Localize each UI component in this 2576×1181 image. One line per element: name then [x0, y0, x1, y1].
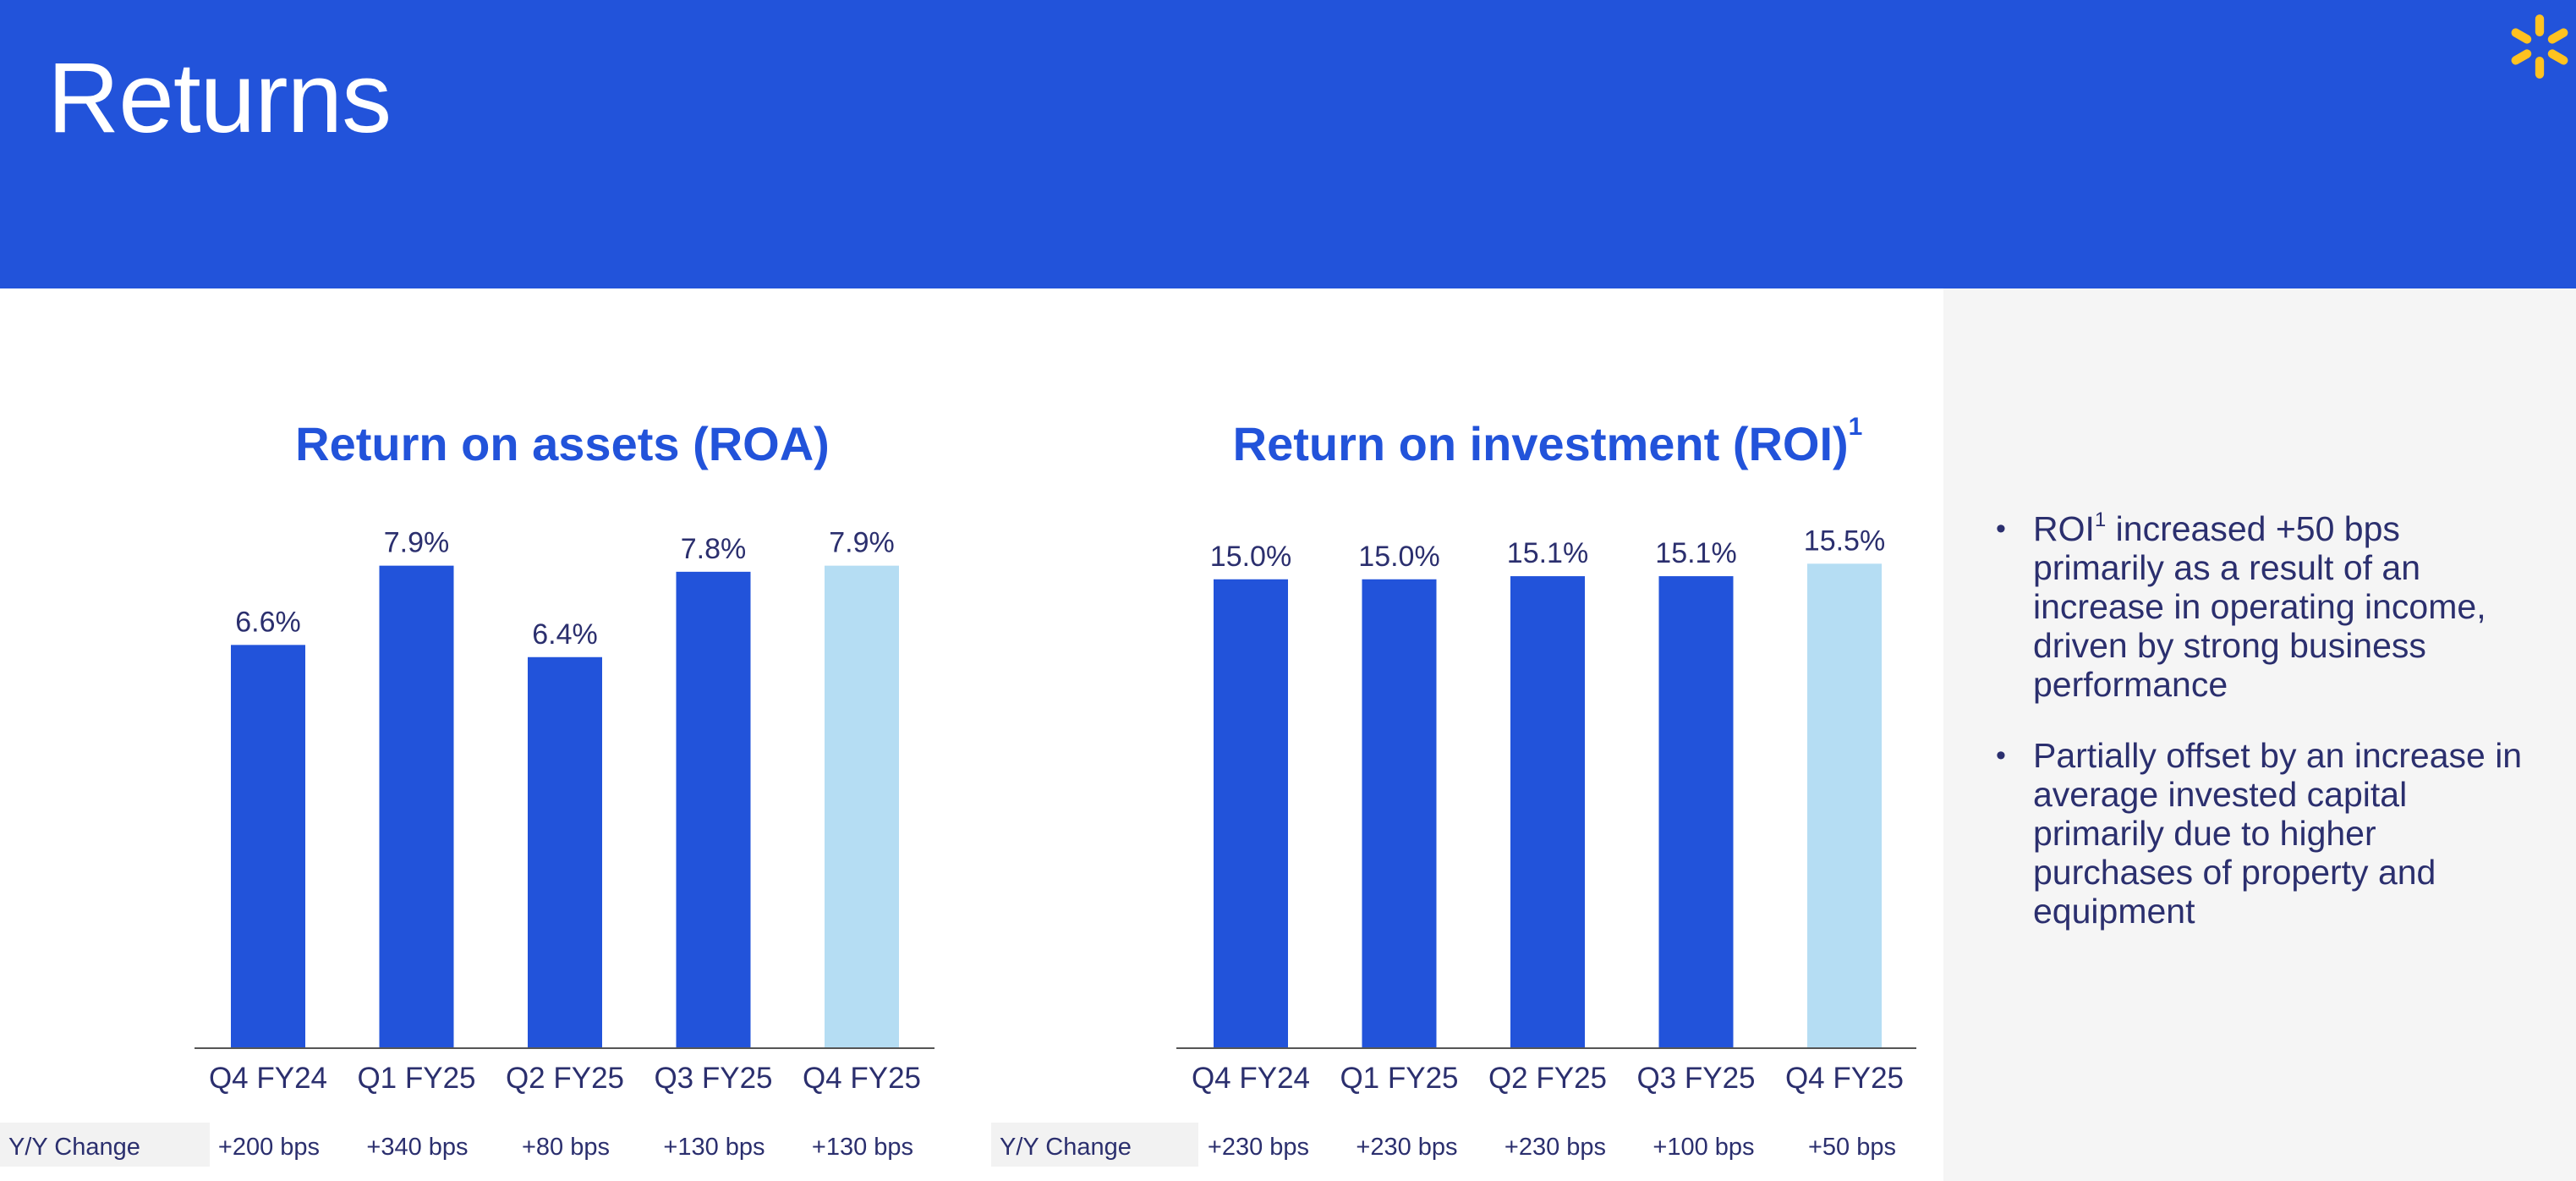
bullet-2-text: Partially offset by an increase in avera…	[2033, 736, 2523, 931]
roi-bar-2	[1362, 579, 1437, 1047]
roa-bar-5	[825, 565, 899, 1047]
bullet-1-prefix: ROI	[2033, 509, 2095, 548]
roi-bar-4	[1658, 576, 1734, 1047]
roa-yoy-change-3: +80 bps	[522, 1134, 610, 1161]
roa-tick-label-1: Q4 FY24	[209, 1062, 327, 1095]
roi-yoy-change-1: +230 bps	[1208, 1134, 1309, 1161]
roa-bar-1	[231, 645, 305, 1047]
roi-value-label-4: 15.1%	[1655, 537, 1736, 569]
commentary-bullet-2: Partially offset by an increase in avera…	[1996, 736, 2537, 931]
roi-value-label-5: 15.5%	[1804, 525, 1885, 557]
roa-tick-label-3: Q2 FY25	[506, 1062, 624, 1095]
roi-yoy-label-box	[991, 1123, 1198, 1167]
roi-value-label-1: 15.0%	[1210, 541, 1291, 573]
roa-yoy-change-4: +130 bps	[663, 1134, 765, 1161]
roi-bar-1	[1214, 579, 1288, 1047]
roi-yoy-change-3: +230 bps	[1504, 1134, 1606, 1161]
header-banner: Returns	[0, 0, 2576, 288]
roa-chart: 6.6% Q4 FY24 +200 bps 7.9% Q1 FY25 +340 bps 6.…	[0, 527, 934, 1167]
roi-title-footnote: 1	[1848, 413, 1863, 441]
roi-tick-label-2: Q1 FY25	[1340, 1062, 1458, 1095]
roi-tick-label-4: Q3 FY25	[1636, 1062, 1755, 1095]
roi-tick-label-3: Q2 FY25	[1488, 1062, 1607, 1095]
roa-bar-2	[379, 565, 454, 1047]
roa-value-label-4: 7.8%	[681, 533, 747, 565]
roa-yoy-change-5: +130 bps	[812, 1134, 913, 1161]
roi-tick-label-5: Q4 FY25	[1785, 1062, 1904, 1095]
roa-bar-4	[676, 571, 751, 1047]
roa-yoy-label-box	[0, 1123, 210, 1167]
roa-bar-3	[528, 656, 602, 1047]
roi-bar-5	[1807, 563, 1882, 1047]
roa-yoy-change-1: +200 bps	[218, 1134, 320, 1161]
roi-yoy-change-5: +50 bps	[1808, 1134, 1896, 1161]
roa-value-label-3: 6.4%	[532, 618, 598, 651]
roi-value-label-2: 15.0%	[1358, 541, 1439, 573]
roi-chart-title: Return on investment (ROI)1	[1176, 413, 1920, 471]
commentary-bullets: ROI1 increased +50 bps primarily as a re…	[1996, 509, 2537, 963]
roa-yoy-label: Y/Y Change	[8, 1134, 140, 1161]
roa-value-label-2: 7.9%	[384, 527, 450, 559]
roi-bar-3	[1510, 576, 1585, 1047]
spark-logo-icon	[2511, 14, 2568, 79]
roa-title-text: Return on assets (ROA)	[295, 417, 830, 470]
commentary-panel	[1943, 288, 2576, 1181]
roi-title-text: Return on investment (ROI)	[1232, 417, 1849, 470]
page-title: Returns	[47, 42, 392, 154]
roa-chart-title: Return on assets (ROA)	[195, 416, 930, 471]
roi-yoy-change-2: +230 bps	[1356, 1134, 1457, 1161]
roa-tick-label-2: Q1 FY25	[357, 1062, 475, 1095]
roa-yoy-change-2: +340 bps	[366, 1134, 468, 1161]
roi-tick-label-1: Q4 FY24	[1192, 1062, 1310, 1095]
roa-value-label-1: 6.6%	[235, 606, 301, 638]
returns-charts: 6.6% Q4 FY24 +200 bps 7.9% Q1 FY25 +340 bps 6.…	[0, 525, 1916, 1167]
roi-value-label-3: 15.1%	[1507, 537, 1588, 569]
bullet-1-footnote: 1	[2094, 508, 2107, 532]
commentary-bullet-1: ROI1 increased +50 bps primarily as a re…	[1996, 509, 2537, 704]
roi-yoy-change-4: +100 bps	[1652, 1134, 1754, 1161]
roi-yoy-label: Y/Y Change	[1000, 1134, 1132, 1161]
roa-value-label-5: 7.9%	[829, 527, 895, 559]
roa-tick-label-4: Q3 FY25	[654, 1062, 772, 1095]
roa-tick-label-5: Q4 FY25	[803, 1062, 921, 1095]
bullet-1-text: increased +50 bps primarily as a result …	[2033, 509, 2486, 704]
roi-chart: 15.0% Q4 FY24 +230 bps 15.0% Q1 FY25 +230 bps…	[991, 525, 1916, 1167]
